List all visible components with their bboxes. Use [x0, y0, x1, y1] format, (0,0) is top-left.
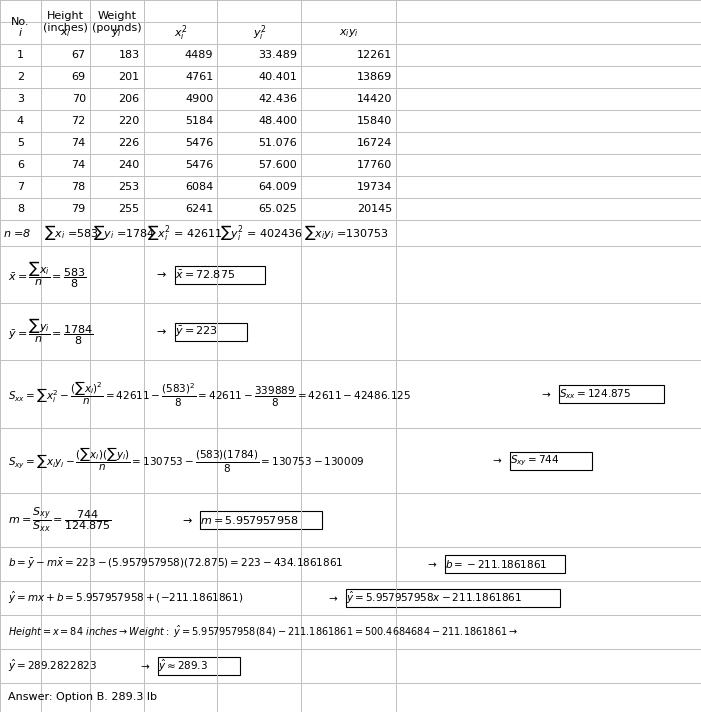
Text: 7: 7	[17, 182, 24, 192]
Text: 17760: 17760	[357, 160, 392, 170]
Text: $\rightarrow$: $\rightarrow$	[154, 327, 166, 337]
Text: $\bar{y} = 223$: $\bar{y} = 223$	[175, 325, 218, 339]
Text: 48.400: 48.400	[259, 116, 297, 126]
Text: $\sum x_iy_i$ =130753: $\sum x_iy_i$ =130753	[304, 224, 390, 243]
Text: $S_{xx} = \sum x_i^2 - \dfrac{(\sum x_i)^2}{n} = 42611 - \dfrac{(583)^2}{8} = 42: $S_{xx} = \sum x_i^2 - \dfrac{(\sum x_i)…	[8, 379, 411, 409]
Bar	[175, 323, 247, 340]
Bar	[346, 589, 560, 607]
Text: 40.401: 40.401	[259, 72, 297, 82]
Text: 4900: 4900	[185, 94, 213, 104]
Text: 67: 67	[72, 50, 86, 60]
Text: 13869: 13869	[357, 72, 392, 82]
Text: 5476: 5476	[185, 138, 213, 148]
Text: 15840: 15840	[357, 116, 392, 126]
Text: 14420: 14420	[357, 94, 392, 104]
Text: $\rightarrow$: $\rightarrow$	[179, 515, 193, 525]
Text: 57.600: 57.600	[259, 160, 297, 170]
Text: 6: 6	[17, 160, 24, 170]
Text: $\rightarrow$: $\rightarrow$	[490, 456, 502, 466]
Text: 226: 226	[118, 138, 139, 148]
Text: 74: 74	[72, 160, 86, 170]
Text: 8: 8	[17, 204, 24, 214]
Text: $\bar{x} = \dfrac{\sum x_i}{n} = \dfrac{583}{8}$: $\bar{x} = \dfrac{\sum x_i}{n} = \dfrac{…	[8, 259, 86, 290]
Text: 4761: 4761	[185, 72, 213, 82]
Text: $\rightarrow$: $\rightarrow$	[425, 559, 437, 569]
Text: $S_{xy} = 744$: $S_{xy} = 744$	[510, 454, 559, 468]
Text: $\sum y_i^2$ = 402436: $\sum y_i^2$ = 402436	[220, 224, 304, 243]
Text: 69: 69	[72, 72, 86, 82]
Text: $m = \dfrac{S_{xy}}{S_{xx}} = \dfrac{744}{124.875}$: $m = \dfrac{S_{xy}}{S_{xx}} = \dfrac{744…	[8, 506, 112, 534]
Text: Weight
(pounds): Weight (pounds)	[92, 11, 142, 33]
Text: $S_{xy} = \sum x_iy_i - \dfrac{(\sum x_i)(\sum y_i)}{n} = 130753 - \dfrac{(583)(: $S_{xy} = \sum x_iy_i - \dfrac{(\sum x_i…	[8, 446, 365, 475]
Bar	[200, 511, 322, 529]
Text: $n$ =8: $n$ =8	[3, 227, 32, 239]
Text: $\sum x_i$ =583: $\sum x_i$ =583	[43, 224, 98, 243]
Text: 4: 4	[17, 116, 24, 126]
Text: $\bar{y} = \dfrac{\sum y_i}{n} = \dfrac{1784}{8}$: $\bar{y} = \dfrac{\sum y_i}{n} = \dfrac{…	[8, 316, 93, 347]
Text: 51.076: 51.076	[259, 138, 297, 148]
Text: $\hat{y} \approx 289.3$: $\hat{y} \approx 289.3$	[158, 658, 208, 674]
Text: Height
(inches): Height (inches)	[43, 11, 88, 33]
Text: 79: 79	[72, 204, 86, 214]
Text: 12261: 12261	[357, 50, 392, 60]
Text: 255: 255	[118, 204, 139, 214]
Text: 74: 74	[72, 138, 86, 148]
Text: $\bar{x} = 72.875$: $\bar{x} = 72.875$	[175, 268, 235, 281]
Bar	[445, 555, 565, 573]
Bar	[175, 266, 265, 283]
Text: 70: 70	[72, 94, 86, 104]
Text: 16724: 16724	[357, 138, 392, 148]
Text: 3: 3	[17, 94, 24, 104]
Text: 42.436: 42.436	[259, 94, 297, 104]
Text: $x_iy_i$: $x_iy_i$	[339, 27, 359, 39]
Text: 5184: 5184	[185, 116, 213, 126]
Text: $x_i$: $x_i$	[60, 27, 71, 39]
Text: 183: 183	[118, 50, 139, 60]
Bar	[158, 657, 240, 675]
Text: 5476: 5476	[185, 160, 213, 170]
Text: 33.489: 33.489	[259, 50, 297, 60]
Text: 4489: 4489	[185, 50, 213, 60]
Text: $\sum y_i$ =1784: $\sum y_i$ =1784	[93, 224, 155, 243]
Text: $y_i$: $y_i$	[111, 27, 122, 39]
Text: $y_i^2$: $y_i^2$	[252, 23, 266, 43]
Text: $\rightarrow$: $\rightarrow$	[154, 270, 166, 280]
Text: 64.009: 64.009	[259, 182, 297, 192]
Text: $\rightarrow$: $\rightarrow$	[326, 593, 338, 603]
Text: 20145: 20145	[357, 204, 392, 214]
Text: $\sum x_i^2$ = 42611: $\sum x_i^2$ = 42611	[147, 224, 222, 243]
Text: Answer: Option B. 289.3 lb: Answer: Option B. 289.3 lb	[8, 693, 157, 703]
Text: $\hat{y} = 5.957957958x - 211.1861861$: $\hat{y} = 5.957957958x - 211.1861861$	[346, 590, 522, 606]
Text: $Height = x = 84\ \mathit{inches} \rightarrow Weight{:}\ \hat{y} = 5.957957958(8: $Height = x = 84\ \mathit{inches} \right…	[8, 624, 518, 640]
Bar	[559, 385, 664, 403]
Text: 1: 1	[17, 50, 24, 60]
Text: 72: 72	[72, 116, 86, 126]
Text: 78: 78	[72, 182, 86, 192]
Text: $\hat{y} = mx + b = 5.957957958 + (-211.1861861)$: $\hat{y} = mx + b = 5.957957958 + (-211.…	[8, 590, 243, 606]
Text: $b = -211.1861861$: $b = -211.1861861$	[445, 558, 547, 570]
Text: 5: 5	[17, 138, 24, 148]
Bar	[510, 451, 592, 469]
Text: 2: 2	[17, 72, 24, 82]
Text: $\rightarrow$: $\rightarrow$	[138, 661, 150, 671]
Text: 220: 220	[118, 116, 139, 126]
Text: $\hat{y} = 289.2822823$: $\hat{y} = 289.2822823$	[8, 658, 97, 674]
Text: 19734: 19734	[357, 182, 392, 192]
Text: 240: 240	[118, 160, 139, 170]
Text: i: i	[19, 28, 22, 38]
Text: 253: 253	[118, 182, 139, 192]
Text: $x_i^2$: $x_i^2$	[174, 23, 187, 43]
Text: No.: No.	[11, 17, 29, 27]
Text: 6241: 6241	[185, 204, 213, 214]
Text: $b = \bar{y} - m\bar{x} = 223 - (5.957957958)(72.875) = 223 - 434.1861861$: $b = \bar{y} - m\bar{x} = 223 - (5.95795…	[8, 557, 343, 571]
Text: 65.025: 65.025	[259, 204, 297, 214]
Text: 201: 201	[118, 72, 139, 82]
Text: 206: 206	[118, 94, 139, 104]
Text: $S_{xx} = 124.875$: $S_{xx} = 124.875$	[559, 387, 631, 401]
Text: 6084: 6084	[185, 182, 213, 192]
Text: $m = 5.957957958$: $m = 5.957957958$	[200, 514, 299, 526]
Text: $\rightarrow$: $\rightarrow$	[539, 389, 551, 399]
